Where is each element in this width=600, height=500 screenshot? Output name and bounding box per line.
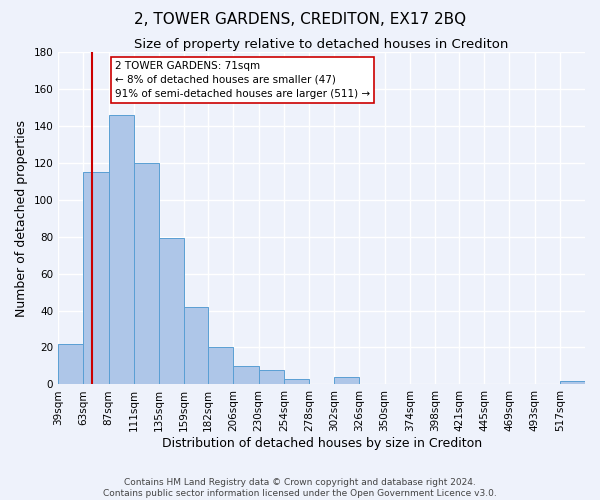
Bar: [334, 377, 359, 384]
Y-axis label: Number of detached properties: Number of detached properties: [15, 120, 28, 316]
X-axis label: Distribution of detached houses by size in Crediton: Distribution of detached houses by size …: [161, 437, 482, 450]
Bar: [83, 172, 109, 384]
Bar: [560, 381, 585, 384]
Title: Size of property relative to detached houses in Crediton: Size of property relative to detached ho…: [134, 38, 509, 51]
Bar: [259, 370, 284, 384]
Bar: [233, 366, 259, 384]
Bar: [109, 114, 134, 384]
Text: 2 TOWER GARDENS: 71sqm
← 8% of detached houses are smaller (47)
91% of semi-deta: 2 TOWER GARDENS: 71sqm ← 8% of detached …: [115, 61, 370, 99]
Text: Contains HM Land Registry data © Crown copyright and database right 2024.
Contai: Contains HM Land Registry data © Crown c…: [103, 478, 497, 498]
Text: 2, TOWER GARDENS, CREDITON, EX17 2BQ: 2, TOWER GARDENS, CREDITON, EX17 2BQ: [134, 12, 466, 28]
Bar: [284, 379, 309, 384]
Bar: [184, 307, 208, 384]
Bar: [208, 348, 233, 385]
Bar: [58, 344, 83, 385]
Bar: [134, 162, 159, 384]
Bar: [159, 238, 184, 384]
